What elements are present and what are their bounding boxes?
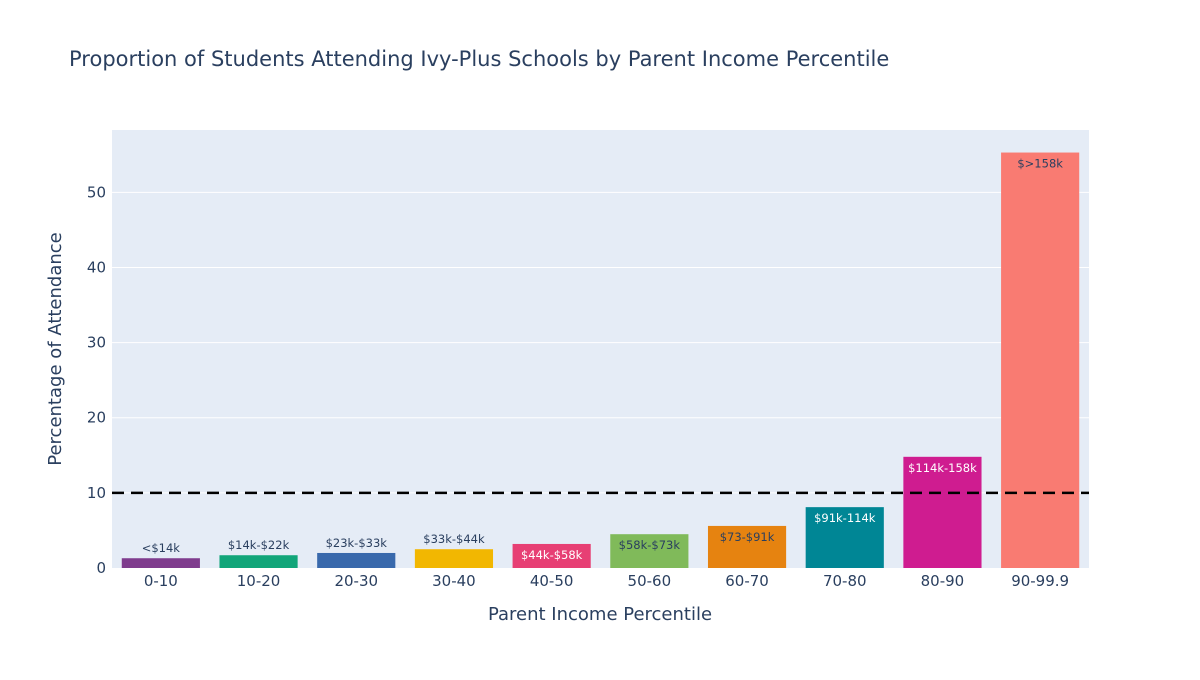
bar	[610, 534, 689, 568]
y-axis-ticks: 0 10 20 30 40 50	[87, 183, 106, 577]
bar	[414, 549, 494, 568]
x-tick-label: 10-20	[237, 572, 281, 590]
x-axis-ticks: 0-10 10-20 20-30 30-40 40-50 50-60 60-70 70-80 8…	[144, 572, 1069, 590]
bar-data-label: $33k-$44k	[423, 532, 485, 546]
y-tick-label: 40	[87, 258, 106, 276]
y-tick-label: 30	[87, 334, 106, 352]
bars	[121, 152, 1080, 569]
bar-data-label: $58k-$73k	[619, 538, 681, 552]
bar-data-label: $73-$91k	[720, 530, 775, 544]
bar	[805, 507, 884, 568]
bar-data-label: $114k-158k	[908, 461, 977, 475]
bar-labels: <$14k $14k-$22k $23k-$33k $33k-$44k $44k-$58…	[142, 157, 1064, 562]
chart-title: Proportion of Students Attending Ivy-Plu…	[69, 47, 889, 71]
x-tick-label: 60-70	[725, 572, 769, 590]
x-tick-label: 50-60	[628, 572, 672, 590]
x-tick-label: 0-10	[144, 572, 178, 590]
x-axis-title: Parent Income Percentile	[488, 604, 712, 625]
bar-data-label: $>158k	[1017, 157, 1063, 171]
bar-data-label: $91k-114k	[814, 511, 876, 525]
y-tick-label: 0	[96, 559, 106, 577]
bar-data-label: $14k-$22k	[228, 538, 290, 552]
y-tick-label: 50	[87, 183, 106, 201]
x-tick-label: 80-90	[921, 572, 965, 590]
bar	[707, 525, 787, 568]
bar	[903, 456, 982, 568]
x-tick-label: 30-40	[432, 572, 476, 590]
y-tick-label: 20	[87, 409, 106, 427]
bar	[1001, 152, 1080, 569]
bar	[317, 552, 396, 568]
y-tick-label: 10	[87, 484, 106, 502]
x-tick-label: 20-30	[334, 572, 378, 590]
bar-data-label: $23k-$33k	[326, 536, 388, 550]
bar-data-label: <$14k	[142, 541, 181, 555]
bar	[512, 543, 591, 568]
bar	[219, 555, 298, 568]
x-tick-label: 70-80	[823, 572, 867, 590]
x-tick-label: 40-50	[530, 572, 574, 590]
x-tick-label: 90-99.9	[1011, 572, 1069, 590]
bar	[121, 558, 200, 568]
y-axis-title: Percentage of Attendance	[45, 232, 66, 465]
bar-data-label: $44k-$58k	[521, 548, 583, 562]
